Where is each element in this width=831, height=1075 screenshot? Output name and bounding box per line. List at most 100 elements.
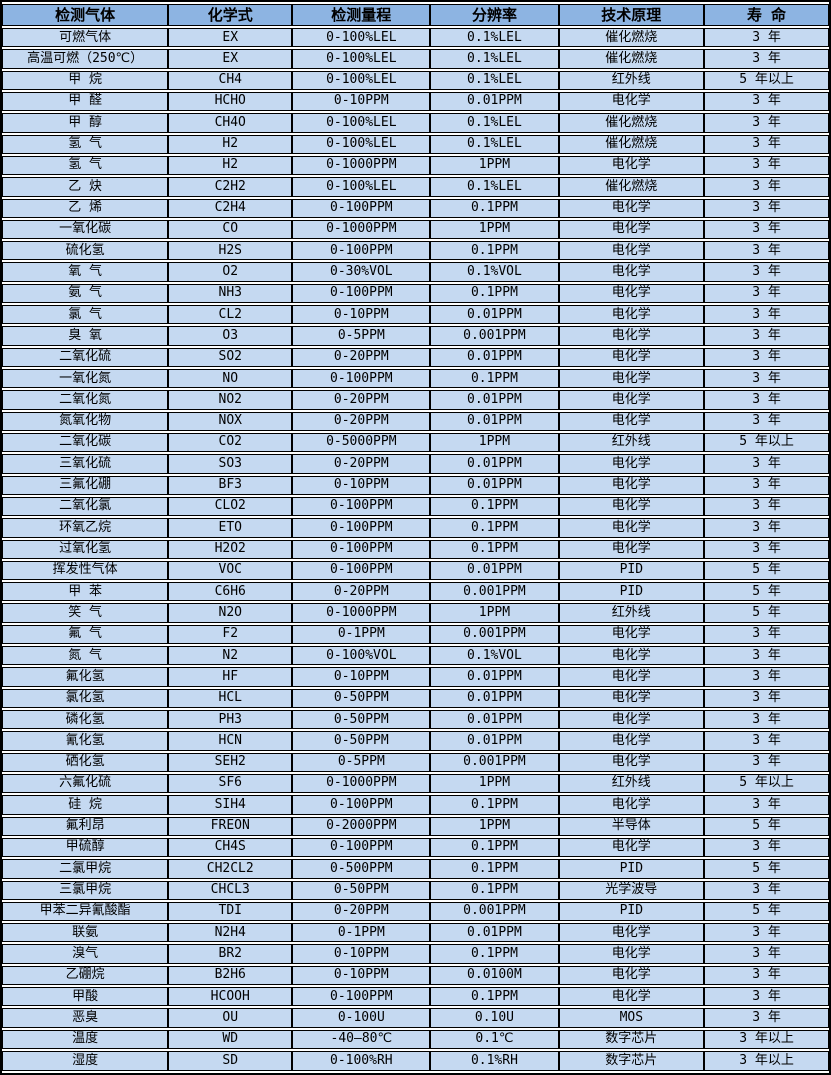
cell-lifespan: 3 年 — [704, 177, 829, 197]
cell-gas-name: 六氟化硫 — [2, 773, 169, 794]
cell-gas-name: 湿度 — [2, 1051, 169, 1071]
cell-gas-name: 高温可燃（250℃） — [2, 49, 169, 69]
table-row: 磷化氢 PH3 0-50PPM 0.01PPM 电化学 3 年 — [2, 710, 829, 730]
cell-gas-name: 可燃气体 — [2, 28, 169, 48]
table-row: 氧 气 O2 0-30%VOL 0.1%VOL 电化学 3 年 — [2, 262, 829, 282]
cell-gas-name: 磷化氢 — [2, 710, 169, 730]
table-body: 可燃气体 EX 0-100%LEL 0.1%LEL 催化燃烧 3 年高温可燃（250℃） E… — [2, 28, 829, 1071]
cell-technology-principle: 电化学 — [558, 411, 705, 431]
cell-chemical-formula: C2H2 — [168, 177, 293, 197]
cell-detection-range: 0-100%VOL — [292, 646, 431, 666]
table-row: 臭 氧 O3 0-5PPM 0.001PPM 电化学 3 年 — [2, 326, 829, 346]
table-row: 挥发性气体 VOC 0-100PPM 0.01PPM PID 5 年 — [2, 560, 829, 581]
cell-lifespan: 3 年 — [704, 113, 829, 133]
cell-lifespan: 3 年 — [704, 454, 829, 474]
cell-gas-name: 甲 醛 — [2, 91, 169, 112]
cell-detection-range: 0-100PPM — [292, 496, 431, 517]
cell-technology-principle: 数字芯片 — [558, 1029, 705, 1049]
cell-gas-name: 氨 气 — [2, 283, 169, 304]
cell-technology-principle: 电化学 — [558, 326, 705, 346]
table-row: 溴气 BR2 0-10PPM 0.1PPM 电化学 3 年 — [2, 944, 829, 964]
cell-lifespan: 3 年 — [704, 262, 829, 282]
cell-technology-principle: 电化学 — [558, 965, 705, 986]
cell-detection-range: 0-1000PPM — [292, 603, 431, 623]
table-row: 氢 气 H2 0-100%LEL 0.1%LEL 催化燃烧 3 年 — [2, 134, 829, 154]
cell-resolution: 0.1PPM — [430, 859, 559, 879]
cell-resolution: 0.1PPM — [430, 198, 559, 218]
table-row: 乙 烯 C2H4 0-100PPM 0.1PPM 电化学 3 年 — [2, 198, 829, 218]
cell-resolution: 0.1%LEL — [430, 134, 559, 154]
table-row: 硅 烷 SIH4 0-100PPM 0.1PPM 电化学 3 年 — [2, 795, 829, 815]
cell-detection-range: 0-10PPM — [292, 965, 431, 986]
cell-detection-range: 0-50PPM — [292, 731, 431, 751]
table-row: 湿度 SD 0-100%RH 0.1%RH 数字芯片 3 年以上 — [2, 1051, 829, 1071]
cell-technology-principle: PID — [558, 582, 705, 602]
cell-resolution: 0.01PPM — [430, 710, 559, 730]
cell-lifespan: 5 年以上 — [704, 432, 829, 453]
cell-detection-range: 0-100PPM — [292, 518, 431, 538]
cell-resolution: 0.01PPM — [430, 305, 559, 325]
cell-gas-name: 三氯甲烷 — [2, 880, 169, 900]
table-row: 甲硫醇 CH4S 0-100PPM 0.1PPM 电化学 3 年 — [2, 837, 829, 858]
cell-chemical-formula: HCOOH — [168, 987, 293, 1007]
table-row: 甲苯二异氰酸酯 TDI 0-20PPM 0.001PPM PID 5 年 — [2, 901, 829, 922]
cell-lifespan: 3 年 — [704, 923, 829, 943]
cell-chemical-formula: CL2 — [168, 305, 293, 325]
cell-gas-name: 甲 苯 — [2, 582, 169, 602]
cell-chemical-formula: B2H6 — [168, 965, 293, 986]
table-row: 甲 醇 CH4O 0-100%LEL 0.1%LEL 催化燃烧 3 年 — [2, 113, 829, 133]
cell-lifespan: 3 年 — [704, 667, 829, 687]
cell-chemical-formula: OU — [168, 1008, 293, 1028]
cell-gas-name: 溴气 — [2, 944, 169, 964]
cell-chemical-formula: NO — [168, 369, 293, 389]
table-row: 乙硼烷 B2H6 0-10PPM 0.0100M 电化学 3 年 — [2, 965, 829, 986]
cell-gas-name: 过氧化氢 — [2, 539, 169, 559]
cell-technology-principle: 电化学 — [558, 923, 705, 943]
cell-gas-name: 二氧化氯 — [2, 496, 169, 517]
cell-chemical-formula: N2 — [168, 646, 293, 666]
cell-chemical-formula: PH3 — [168, 710, 293, 730]
cell-gas-name: 氮氧化物 — [2, 411, 169, 431]
cell-chemical-formula: O2 — [168, 262, 293, 282]
cell-lifespan: 3 年 — [704, 155, 829, 176]
cell-lifespan: 3 年 — [704, 283, 829, 304]
cell-chemical-formula: WD — [168, 1029, 293, 1049]
table-row: 硫化氢 H2S 0-100PPM 0.1PPM 电化学 3 年 — [2, 241, 829, 261]
table-row: 甲 烷 CH4 0-100%LEL 0.1%LEL 红外线 5 年以上 — [2, 70, 829, 90]
table-row: 氟 气 F2 0-1PPM 0.001PPM 电化学 3 年 — [2, 624, 829, 645]
cell-gas-name: 氧 气 — [2, 262, 169, 282]
cell-gas-name: 二氧化碳 — [2, 432, 169, 453]
cell-technology-principle: 电化学 — [558, 454, 705, 474]
cell-gas-name: 一氧化氮 — [2, 369, 169, 389]
cell-chemical-formula: H2 — [168, 134, 293, 154]
cell-lifespan: 3 年 — [704, 49, 829, 69]
cell-lifespan: 3 年 — [704, 539, 829, 559]
table-row: 过氧化氢 H2O2 0-100PPM 0.1PPM 电化学 3 年 — [2, 539, 829, 559]
cell-resolution: 1PPM — [430, 816, 559, 836]
cell-detection-range: 0-100%LEL — [292, 113, 431, 133]
cell-detection-range: 0-20PPM — [292, 582, 431, 602]
cell-resolution: 1PPM — [430, 432, 559, 453]
cell-technology-principle: 电化学 — [558, 305, 705, 325]
cell-detection-range: 0-100%LEL — [292, 70, 431, 90]
cell-lifespan: 3 年 — [704, 134, 829, 154]
cell-chemical-formula: SIH4 — [168, 795, 293, 815]
cell-lifespan: 3 年 — [704, 731, 829, 751]
cell-chemical-formula: NOX — [168, 411, 293, 431]
cell-gas-name: 甲 烷 — [2, 70, 169, 90]
table-row: 二氧化氯 CLO2 0-100PPM 0.1PPM 电化学 3 年 — [2, 496, 829, 517]
cell-resolution: 0.1%LEL — [430, 177, 559, 197]
cell-lifespan: 3 年 — [704, 795, 829, 815]
cell-chemical-formula: CH4O — [168, 113, 293, 133]
cell-gas-name: 二氧化氮 — [2, 390, 169, 410]
cell-resolution: 0.01PPM — [430, 731, 559, 751]
cell-technology-principle: PID — [558, 859, 705, 879]
cell-detection-range: 0-10PPM — [292, 305, 431, 325]
cell-technology-principle: 电化学 — [558, 283, 705, 304]
cell-gas-name: 氟化氢 — [2, 667, 169, 687]
cell-lifespan: 3 年 — [704, 475, 829, 495]
table-row: 三氧化硫 SO3 0-20PPM 0.01PPM 电化学 3 年 — [2, 454, 829, 474]
cell-technology-principle: 电化学 — [558, 539, 705, 559]
cell-gas-name: 氮 气 — [2, 646, 169, 666]
